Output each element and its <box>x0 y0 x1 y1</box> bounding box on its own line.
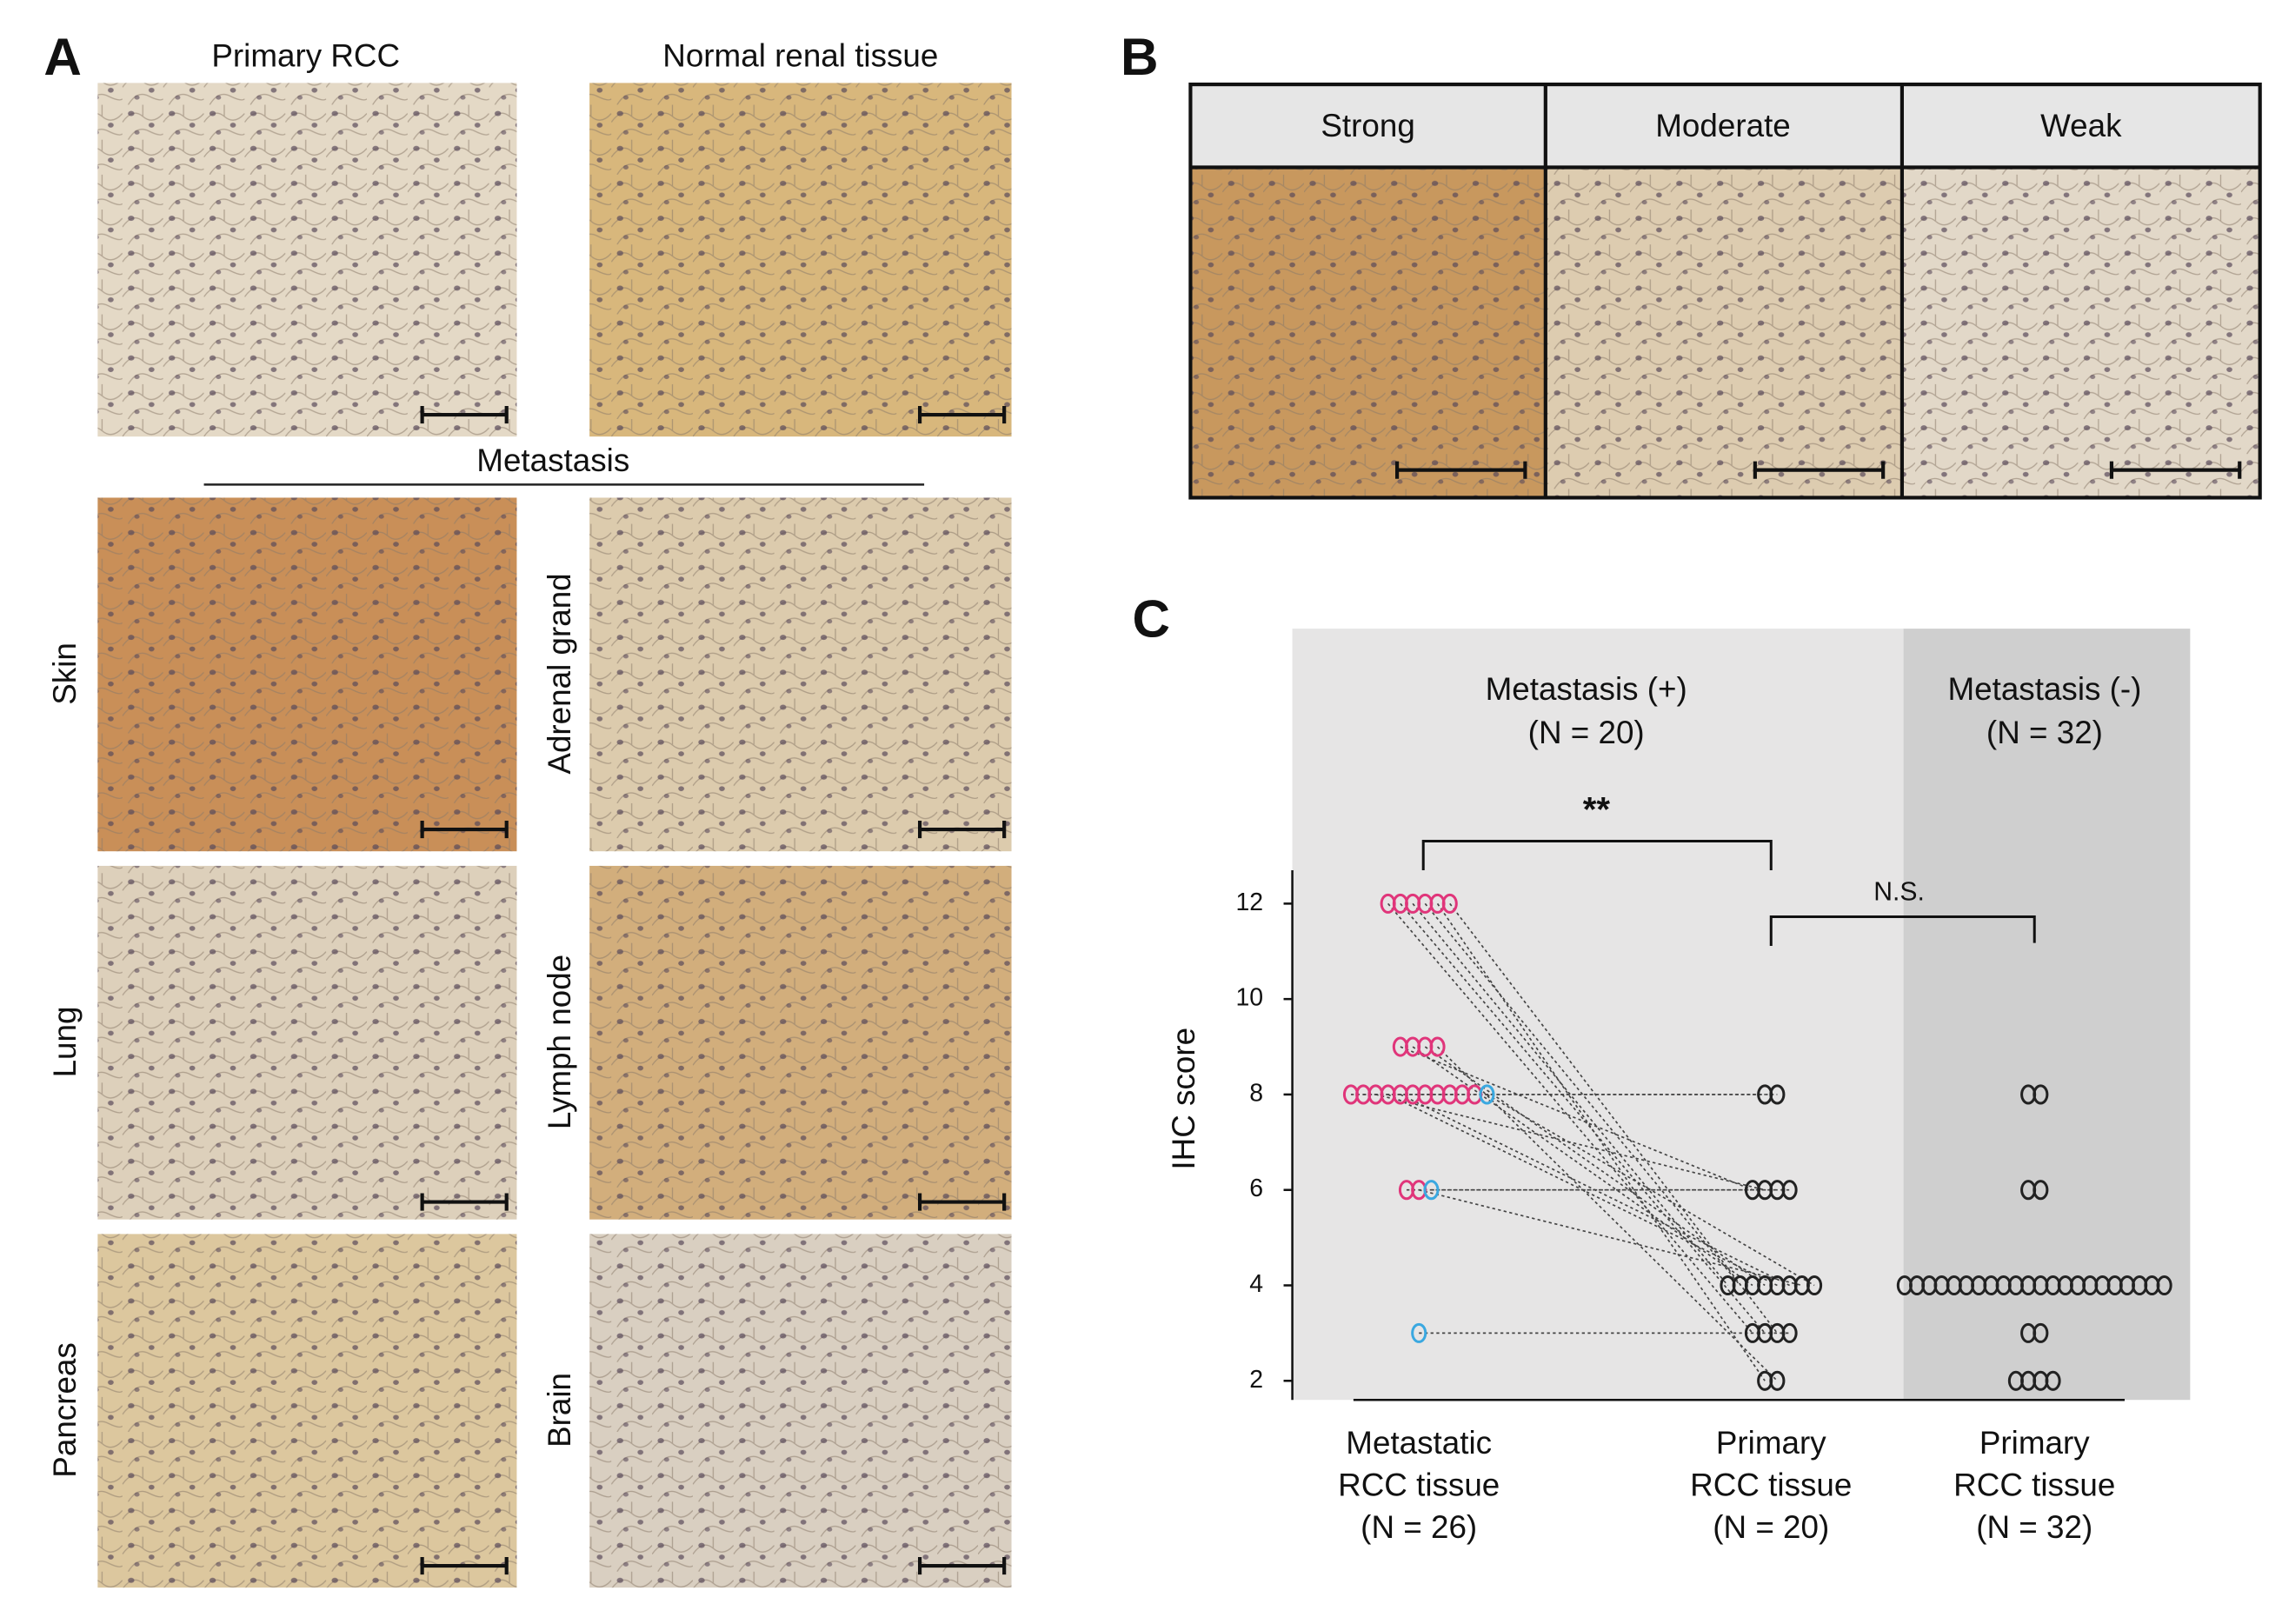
y-tick-label: 12 <box>1235 889 1263 916</box>
pair-line <box>1436 1046 1778 1381</box>
data-point <box>2033 1322 2049 1343</box>
y-tick-label: 8 <box>1249 1079 1263 1107</box>
table-borders <box>1188 82 2262 500</box>
data-point <box>1781 1322 1798 1343</box>
micrograph-texture <box>589 497 1012 852</box>
row-label: Pancreas <box>47 1342 83 1478</box>
panel-letter: B <box>1121 27 1159 86</box>
data-point <box>2045 1370 2061 1391</box>
pair-line <box>1487 1094 1815 1287</box>
column-header: Weak <box>2040 108 2122 143</box>
micrograph-texture <box>589 865 1012 1220</box>
y-tick-label: 6 <box>1249 1175 1263 1202</box>
micrograph-texture <box>589 1234 1012 1588</box>
row-label: Lymph node <box>542 955 577 1129</box>
plot-background-shaded <box>1903 629 2191 1401</box>
y-tick-label: 4 <box>1249 1270 1263 1298</box>
data-point <box>1769 1370 1786 1391</box>
x-tick-label: (N = 26) <box>1361 1509 1477 1545</box>
data-point <box>1411 1322 1427 1343</box>
significance-label: N.S. <box>1873 878 1925 907</box>
data-point <box>2033 1180 2049 1201</box>
data-point <box>2156 1275 2172 1296</box>
column-header: Strong <box>1321 108 1414 143</box>
intensity-table: Strong Moderate Weak <box>1188 82 2262 500</box>
data-point <box>1781 1180 1798 1201</box>
micrograph-texture <box>97 1234 517 1588</box>
pair-line <box>1424 902 1741 1287</box>
group-header: Metastasis (+) <box>1486 671 1687 707</box>
row-label: Skin <box>47 642 83 705</box>
row-label: Adrenal grand <box>542 573 577 774</box>
scale-bars <box>420 406 1007 1575</box>
pair-line <box>1387 902 1753 1334</box>
panel-letter: C <box>1132 589 1170 648</box>
y-tick-label: 10 <box>1235 984 1263 1012</box>
x-tick-label: Metastatic <box>1346 1425 1492 1461</box>
pair-line <box>1424 1046 1766 1287</box>
data-point <box>2033 1084 2049 1105</box>
significance-bracket <box>1421 839 1773 870</box>
column-title: Primary RCC <box>211 38 400 74</box>
x-tick-label: Primary <box>1716 1425 1826 1461</box>
group-header: Metastasis (-) <box>1947 671 2141 707</box>
pair-line <box>1400 902 1766 1334</box>
x-tick-label: RCC tissue <box>1338 1467 1500 1502</box>
x-tick-label: (N = 20) <box>1713 1509 1829 1545</box>
micrographs-a <box>97 83 1012 1588</box>
pair-line <box>1400 1046 1753 1191</box>
data-point <box>1769 1084 1786 1105</box>
row-label: Lung <box>47 1007 83 1078</box>
group-header: (N = 20) <box>1528 715 1645 750</box>
data-point <box>1806 1275 1823 1296</box>
x-tick-label: Primary <box>1979 1425 2090 1461</box>
micrograph-texture <box>97 83 517 437</box>
strip-chart: 2 4 6 8 10 12 IHC score Metastatic RCC tissue (N … <box>1166 671 2172 1545</box>
significance-label: ** <box>1583 790 1611 829</box>
pair-line <box>1412 902 1729 1287</box>
panel-letter: A <box>43 27 82 86</box>
group-header: (N = 32) <box>1986 715 2103 750</box>
section-title: Metastasis <box>476 443 629 478</box>
x-tick-label: RCC tissue <box>1690 1467 1852 1502</box>
significance-bracket <box>1769 915 2036 946</box>
pair-line <box>1419 1188 1803 1287</box>
x-tick-label: (N = 32) <box>1976 1509 2092 1545</box>
pair-line <box>1412 1046 1753 1287</box>
data-point <box>1479 1084 1495 1105</box>
micrograph-texture <box>97 497 517 852</box>
data-point <box>1423 1180 1440 1201</box>
micrograph-texture <box>1190 167 2260 498</box>
data-point <box>1429 1036 1446 1057</box>
pair-line <box>1449 902 1779 1334</box>
y-tick-label: 2 <box>1249 1366 1263 1394</box>
plot-background <box>1292 629 1904 1401</box>
column-header: Moderate <box>1655 108 1791 143</box>
data-point <box>1441 893 1458 914</box>
x-tick-label: RCC tissue <box>1953 1467 2115 1502</box>
row-label: Brain <box>542 1373 577 1448</box>
pair-line <box>1375 1094 1766 1191</box>
y-axis-label: IHC score <box>1166 1028 1201 1170</box>
header-row <box>1190 84 2260 168</box>
micrograph-texture <box>589 83 1012 437</box>
column-title: Normal renal tissue <box>662 38 938 74</box>
micrograph-texture <box>97 865 517 1220</box>
